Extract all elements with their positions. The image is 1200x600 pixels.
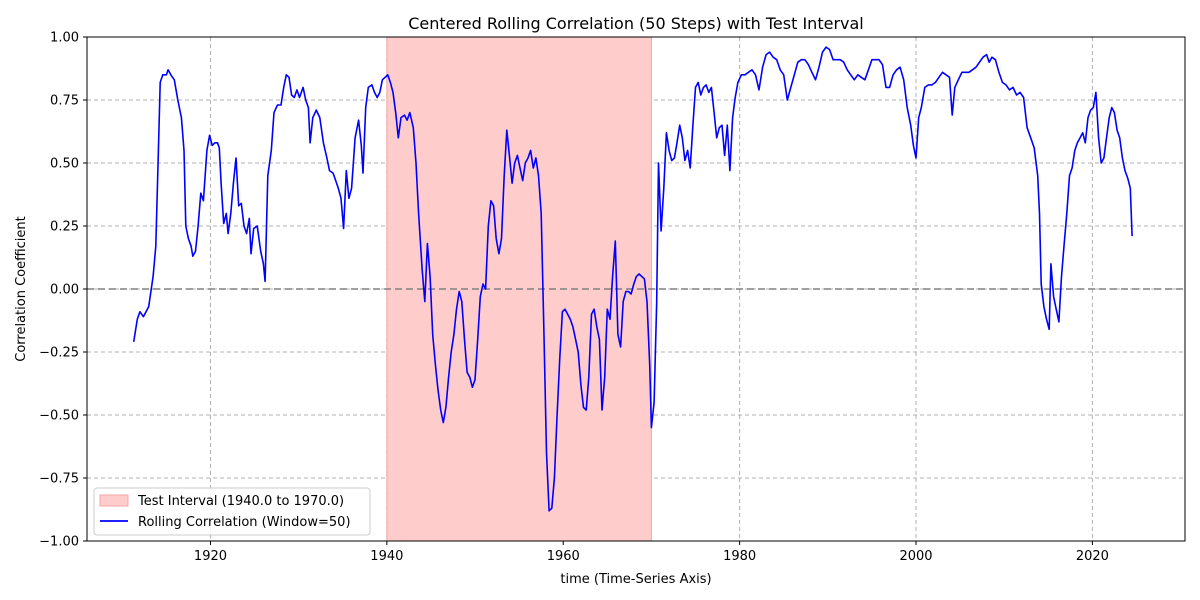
y-tick-label: 0.25 [50, 220, 79, 235]
legend-label-rolling-correlation: Rolling Correlation (Window=50) [138, 515, 351, 530]
y-axis-ticks: −1.00 −0.75 −0.50 −0.25 0.00 0.25 0.50 0.75 1.00 [39, 31, 87, 550]
x-tick-label: 1920 [194, 549, 227, 564]
y-tick-label: 0.75 [50, 94, 79, 109]
y-tick-label: 0.00 [50, 283, 79, 298]
legend: Test Interval (1940.0 to 1970.0) Rolling… [93, 487, 371, 536]
series-line-0 [132, 46, 1133, 512]
y-tick-label: −0.75 [39, 472, 79, 487]
legend-label-test-interval: Test Interval (1940.0 to 1970.0) [137, 494, 344, 509]
x-tick-label: 1940 [370, 549, 403, 564]
y-tick-label: −0.50 [39, 409, 79, 424]
chart-title: Centered Rolling Correlation (50 Steps) … [408, 14, 863, 33]
x-tick-label: 1980 [723, 549, 756, 564]
y-axis-label: Correlation Coefficient [14, 216, 29, 362]
series-layer [132, 46, 1133, 512]
y-tick-label: 1.00 [50, 31, 79, 46]
x-axis-label: time (Time-Series Axis) [560, 572, 711, 587]
x-tick-label: 2000 [899, 549, 932, 564]
x-tick-label: 1960 [547, 549, 580, 564]
legend-swatch-test-interval [99, 494, 129, 507]
legend-box [93, 487, 371, 536]
y-tick-label: −1.00 [39, 535, 79, 550]
y-tick-label: −0.25 [39, 346, 79, 361]
y-tick-label: 0.50 [50, 157, 79, 172]
x-axis-ticks: 1920 1940 1960 1980 2000 2020 [194, 541, 1109, 564]
x-tick-label: 2020 [1076, 549, 1109, 564]
